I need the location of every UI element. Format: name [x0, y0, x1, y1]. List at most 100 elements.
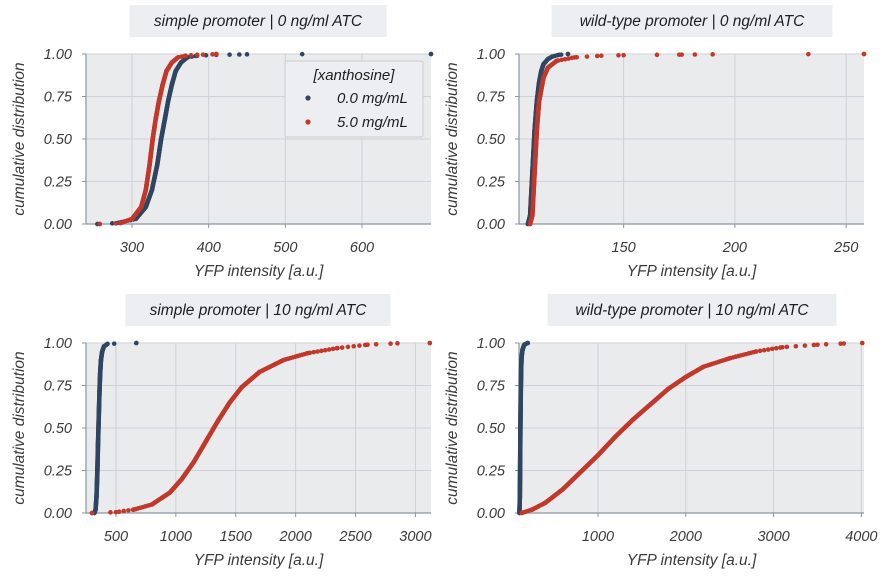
data-point — [237, 52, 242, 57]
data-point — [534, 128, 540, 133]
data-point — [105, 341, 110, 347]
y-tick-label: 0.50 — [44, 132, 72, 148]
y-tick-label: 0.00 — [44, 506, 72, 522]
data-point — [214, 51, 219, 57]
data-point — [351, 343, 356, 349]
data-point — [94, 493, 99, 499]
y-tick-label: 0.50 — [477, 421, 505, 437]
data-point — [710, 52, 715, 57]
data-point — [427, 340, 433, 346]
series-5-0-mg-ml — [527, 51, 867, 227]
data-point — [97, 371, 103, 376]
data-point — [757, 348, 763, 354]
data-point — [562, 56, 568, 62]
data-point — [554, 58, 560, 64]
y-tick-label: 0.00 — [477, 506, 505, 522]
panel-2: wild-type promoter | 0 ng/ml ATC 0.00 0.25… — [444, 5, 867, 280]
data-point — [395, 341, 400, 346]
x-tick-label: 3000 — [399, 529, 431, 545]
data-point — [518, 425, 523, 431]
data-point — [525, 340, 531, 346]
data-point — [802, 343, 808, 348]
data-point — [565, 51, 571, 57]
data-point — [520, 347, 525, 353]
data-point — [113, 509, 119, 515]
data-point — [155, 162, 160, 167]
data-point — [665, 386, 671, 392]
y-tick-label: 0.00 — [44, 217, 72, 233]
data-point — [599, 53, 604, 58]
data-point — [158, 136, 164, 142]
data-point — [98, 357, 104, 363]
data-point — [150, 136, 155, 142]
y-tick-label: 1.00 — [44, 336, 72, 352]
data-point — [815, 342, 820, 348]
data-point — [108, 510, 113, 515]
data-point — [859, 340, 865, 346]
data-point — [388, 341, 393, 346]
data-point — [556, 52, 562, 58]
x-tick-label: 500 — [273, 240, 297, 256]
data-point — [129, 216, 135, 222]
y-axis-label: cumulative distribution — [444, 62, 461, 215]
series-0-0-mg-ml — [517, 340, 531, 516]
data-point — [191, 459, 197, 465]
data-point — [621, 52, 626, 58]
data-point — [784, 344, 790, 350]
data-point — [543, 500, 548, 506]
data-point — [227, 52, 232, 57]
x-tick-label: 1000 — [582, 529, 614, 545]
data-point — [173, 68, 178, 74]
panel-title-box: wild-type promoter | 10 ng/ml ATC — [547, 294, 837, 326]
data-point — [99, 349, 105, 354]
data-point — [315, 349, 320, 354]
data-point — [244, 52, 250, 57]
x-axis-label: YFP intensity [a.u.] — [627, 552, 757, 569]
data-point — [761, 347, 767, 353]
data-point — [169, 60, 175, 65]
data-point — [322, 347, 328, 353]
data-point — [545, 65, 551, 70]
y-axis-label: cumulative distribution — [11, 351, 28, 504]
data-point — [156, 99, 162, 104]
data-point — [319, 348, 324, 354]
data-point — [560, 486, 566, 492]
data-point — [550, 54, 555, 59]
legend: [xanthosine] 0.0 mg/mL 5.0 mg/mL — [284, 60, 424, 138]
x-tick-label: 4000 — [845, 529, 877, 545]
data-point — [175, 55, 181, 60]
data-point — [519, 510, 524, 516]
data-point — [149, 502, 155, 507]
data-point — [179, 476, 185, 482]
series-5-0-mg-ml — [519, 340, 865, 516]
x-tick-label: 300 — [120, 240, 144, 256]
data-point — [109, 221, 115, 226]
data-point — [111, 341, 117, 346]
data-point — [541, 75, 546, 81]
data-point — [160, 82, 165, 87]
x-tick-label: 1500 — [220, 529, 252, 545]
data-point — [188, 53, 194, 58]
data-point — [861, 51, 867, 57]
data-point — [765, 347, 771, 352]
panel-3: simple promoter | 10 ng/ml ATC 0.00 0.25 0.… — [11, 294, 433, 569]
y-tick-label: 1.00 — [477, 47, 505, 63]
data-point — [584, 54, 590, 59]
data-point — [131, 507, 137, 512]
data-point — [143, 187, 149, 193]
data-point — [311, 349, 317, 355]
y-tick-label: 0.25 — [44, 464, 73, 480]
data-point — [701, 364, 706, 370]
data-point — [281, 357, 286, 363]
panel-title: wild-type promoter | 0 ng/ml ATC — [580, 13, 805, 30]
data-point — [149, 187, 155, 193]
x-tick-label: 2000 — [279, 529, 312, 545]
x-axis-label: YFP intensity [a.u.] — [194, 263, 324, 280]
series-5-0-mg-ml — [89, 340, 433, 516]
data-point — [257, 369, 262, 375]
panel-title-background — [547, 294, 837, 326]
y-tick-label: 0.75 — [44, 90, 73, 106]
panel-4: wild-type promoter | 10 ng/ml ATC 0.00 0.2… — [444, 294, 877, 569]
panel-title: wild-type promoter | 10 ng/ml ATC — [575, 302, 809, 319]
